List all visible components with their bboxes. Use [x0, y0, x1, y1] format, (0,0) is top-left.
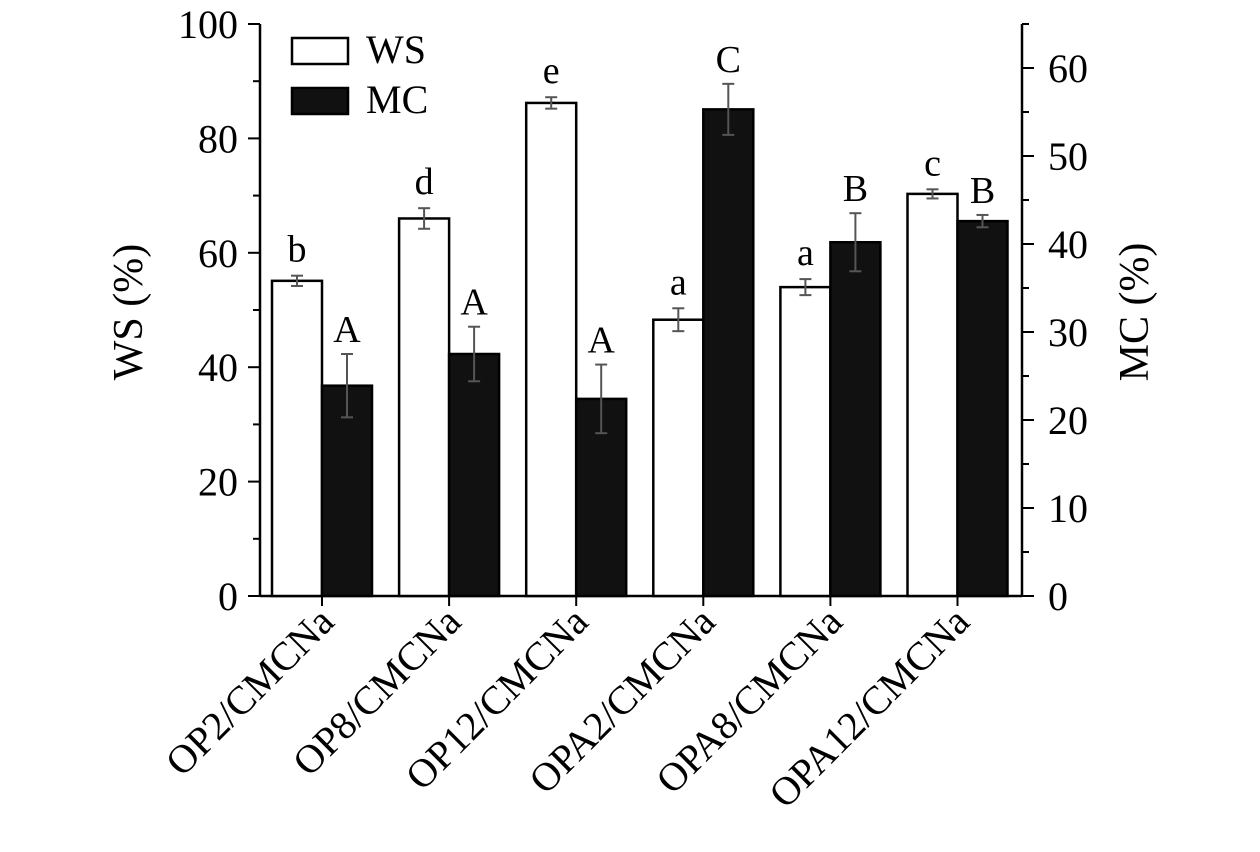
y-tick-label: 20 — [198, 460, 238, 505]
ws-bar — [652, 318, 705, 598]
legend-mc-label: MC — [366, 77, 428, 122]
mc-significance-label: A — [333, 309, 361, 351]
legend-mc-swatch — [290, 86, 350, 116]
plot-area: 0204060801000102030405060bAOP2/CMCNadAOP… — [157, 2, 1088, 816]
y2-axis-title: MC (%) — [1112, 243, 1158, 382]
y-tick-label: 80 — [198, 116, 238, 161]
ws-significance-label: a — [670, 261, 687, 303]
mc-bar — [447, 352, 501, 598]
ws-significance-label: e — [543, 50, 560, 92]
ws-bar — [397, 217, 451, 598]
mc-significance-label: B — [843, 168, 868, 210]
ws-significance-label: d — [415, 161, 434, 203]
y2-tick-label: 60 — [1048, 46, 1088, 91]
mc-bar — [702, 108, 755, 598]
y-tick-label: 0 — [218, 574, 238, 619]
ws-bar — [906, 192, 959, 598]
y-tick-label: 40 — [198, 345, 238, 390]
legend-ws-swatch — [290, 36, 350, 66]
y-tick-label: 100 — [178, 2, 238, 47]
y2-tick-label: 30 — [1048, 310, 1088, 355]
y2-tick-label: 0 — [1048, 574, 1068, 619]
mc-bar — [320, 384, 374, 598]
mc-significance-label: A — [460, 282, 488, 324]
ws-bar — [270, 279, 324, 598]
y2-tick-label: 10 — [1048, 486, 1088, 531]
ws-bar — [524, 101, 578, 598]
mc-significance-label: B — [970, 170, 995, 212]
y2-tick-label: 20 — [1048, 398, 1088, 443]
mc-bar — [829, 240, 882, 598]
y-tick-label: 60 — [198, 231, 238, 276]
y2-tick-label: 50 — [1048, 134, 1088, 179]
y2-tick-label: 40 — [1048, 222, 1088, 267]
ws-significance-label: a — [797, 232, 814, 274]
ws-bar — [779, 285, 832, 598]
y-axis-title: WS (%) — [106, 244, 152, 380]
mc-bar — [956, 219, 1009, 598]
ws-significance-label: b — [288, 229, 307, 271]
ws-significance-label: c — [924, 142, 941, 184]
mc-significance-label: A — [587, 320, 615, 362]
mc-significance-label: C — [716, 39, 741, 81]
legend-ws-label: WS — [366, 27, 426, 72]
